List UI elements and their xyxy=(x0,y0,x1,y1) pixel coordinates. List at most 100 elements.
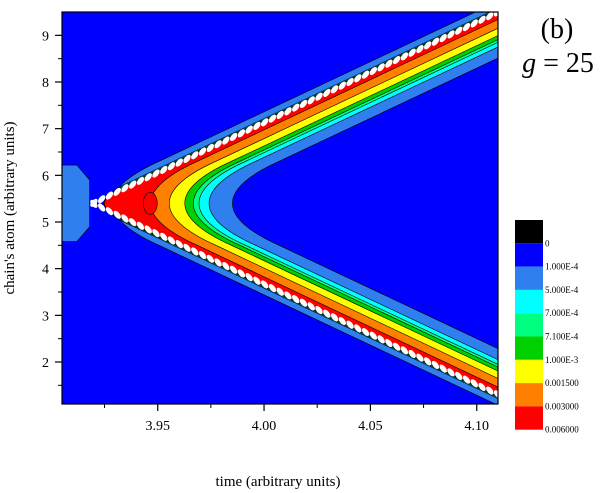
ridge-dot xyxy=(486,12,494,21)
ridge-dot xyxy=(97,195,106,204)
ridge-dot xyxy=(152,169,160,178)
ridge-dot xyxy=(214,140,222,149)
ridge-dot xyxy=(416,353,424,362)
x-tick-label: 4.00 xyxy=(252,419,277,434)
ridge-dot xyxy=(400,346,409,355)
ridge-dot xyxy=(222,262,230,271)
legend-level-label: 0.003000 xyxy=(545,401,579,411)
ridge-dot xyxy=(500,3,510,14)
ridge-dot xyxy=(315,305,323,315)
ridge-dot xyxy=(462,375,471,384)
ridge-dot xyxy=(90,199,98,208)
ridge-dot xyxy=(486,386,494,395)
plot-area xyxy=(62,3,510,404)
ridge-dot xyxy=(152,229,160,238)
ridge-dot xyxy=(478,382,486,391)
ridge-dot xyxy=(144,225,152,234)
legend-level-label: 1.000E-4 xyxy=(545,262,579,272)
ridge-dot xyxy=(183,243,191,252)
y-tick-label: 5 xyxy=(42,216,49,231)
legend-swatch xyxy=(515,313,543,337)
ridge-dot xyxy=(439,364,447,373)
ridge-dot xyxy=(198,147,207,156)
y-tick-label: 4 xyxy=(42,263,49,278)
legend-level-label: 0 xyxy=(545,238,550,248)
ridge-dot xyxy=(392,55,401,65)
ridge-dot xyxy=(323,88,331,98)
legend-swatch xyxy=(515,359,543,384)
color-legend: 0 1.000E-4 5.000E-4 7.000E-4 7.100E-4 1.000E-… xyxy=(515,220,579,435)
ridge-dot xyxy=(470,379,478,388)
ridge-dot xyxy=(307,96,315,105)
ridge-dot xyxy=(160,165,168,174)
ridge-dot xyxy=(323,309,331,318)
ridge-dot xyxy=(198,251,207,260)
central-hot-spot xyxy=(142,192,158,215)
ridge-dot xyxy=(191,151,199,160)
ridge-dot xyxy=(245,125,253,134)
y-tick-label: 3 xyxy=(42,309,49,324)
ridge-dot xyxy=(361,327,370,337)
ridge-dot xyxy=(346,320,354,329)
ridge-dot xyxy=(307,302,315,311)
ridge-dot xyxy=(284,107,292,116)
x-axis-label: time (arbitrary units) xyxy=(216,474,341,490)
legend-level-label: 0.006000 xyxy=(545,425,579,435)
ridge-dot xyxy=(276,110,284,119)
ridge-dot xyxy=(136,176,145,185)
ridge-dot xyxy=(175,240,183,249)
ridge-dot xyxy=(408,349,416,359)
ridge-dot xyxy=(191,247,199,256)
y-tick-label: 2 xyxy=(42,356,49,371)
ridge-dot xyxy=(462,23,471,32)
ridge-dot xyxy=(392,342,401,351)
x-tick-label: 4.05 xyxy=(358,419,383,434)
ridge-dot xyxy=(431,37,440,46)
ridge-dot xyxy=(105,191,114,200)
ridge-dot xyxy=(167,162,176,171)
contour-bands xyxy=(103,12,498,404)
ridge-dot xyxy=(237,269,246,278)
legend-swatch xyxy=(515,336,543,360)
ridge-dot xyxy=(431,360,440,369)
ridge-dot xyxy=(229,265,238,274)
legend-swatch xyxy=(515,383,543,407)
legend-swatch xyxy=(515,220,543,244)
ridge-dot xyxy=(470,19,478,28)
ridge-dot xyxy=(206,143,215,152)
legend-level-label: 5.000E-4 xyxy=(545,285,579,295)
ridge-dot xyxy=(447,30,455,39)
ridge-dot xyxy=(400,52,409,61)
ridge-dot xyxy=(183,154,191,163)
ridge-dot xyxy=(354,324,362,333)
ridge-dot xyxy=(455,371,463,380)
y-tick-label: 9 xyxy=(42,29,49,44)
ridge-dot xyxy=(253,276,261,285)
ridge-dot xyxy=(121,214,129,223)
ridge-dot xyxy=(144,173,152,182)
ridge-dot xyxy=(330,313,339,322)
legend-swatch xyxy=(515,406,543,430)
ridge-dot xyxy=(315,92,323,101)
ridge-dot xyxy=(424,41,432,50)
ridge-dot xyxy=(369,66,378,76)
legend-swatch xyxy=(515,289,543,314)
ridge-dot xyxy=(261,118,269,127)
ridge-dot xyxy=(113,187,121,196)
ridge-dot xyxy=(478,15,486,24)
y-axis-ticks: 2 3 4 5 6 7 8 9 xyxy=(42,29,62,386)
left-edge-region xyxy=(62,164,90,242)
ridge-dot xyxy=(253,121,261,130)
ridge-dot xyxy=(292,294,300,304)
ridge-dot xyxy=(214,258,222,267)
ridge-dot xyxy=(284,291,292,300)
ridge-dot xyxy=(385,59,393,68)
legend-swatch xyxy=(515,266,543,290)
legend-level-label: 7.000E-4 xyxy=(545,308,579,318)
ridge-dot xyxy=(408,48,416,57)
panel-label: (b) xyxy=(541,14,574,45)
ridge-dot xyxy=(129,218,137,227)
legend-level-label: 7.100E-4 xyxy=(545,332,579,342)
band-inner-edge-outer-light-blue xyxy=(232,57,498,349)
